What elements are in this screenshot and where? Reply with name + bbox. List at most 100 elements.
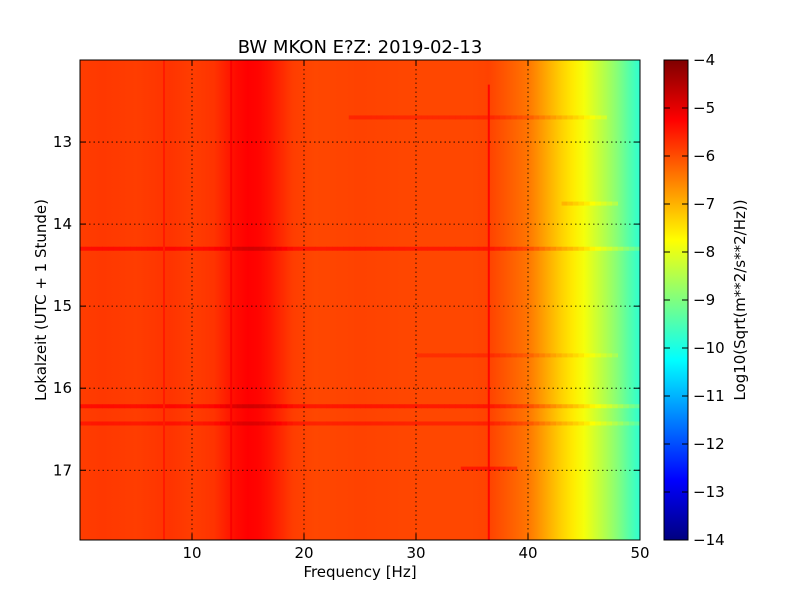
- horizontal-band-segment: [572, 421, 579, 426]
- horizontal-band-segment: [477, 404, 484, 409]
- colorbar-label: Log10(Sqrt(m**2/s**2/Hz)): [731, 199, 749, 400]
- horizontal-band-segment: [382, 404, 389, 409]
- horizontal-band-segment: [85, 421, 92, 426]
- horizontal-band-segment: [455, 404, 462, 409]
- horizontal-band-segment: [80, 421, 86, 426]
- x-axis-label: Frequency [Hz]: [303, 563, 416, 581]
- colorbar-tick-label: −6: [693, 147, 715, 165]
- horizontal-band-segment: [455, 421, 462, 426]
- horizontal-band-segment: [371, 421, 378, 426]
- horizontal-band-segment: [500, 353, 506, 358]
- horizontal-band-segment: [483, 115, 490, 120]
- horizontal-band-segment: [477, 421, 484, 426]
- horizontal-band-segment: [528, 404, 534, 409]
- horizontal-band-segment: [220, 246, 226, 251]
- horizontal-band-segment: [634, 246, 641, 251]
- horizontal-band-segment: [388, 115, 394, 120]
- horizontal-band-segment: [595, 404, 602, 409]
- horizontal-band-segment: [488, 246, 495, 251]
- horizontal-band-segment: [438, 421, 445, 426]
- horizontal-band-segment: [472, 404, 478, 409]
- horizontal-band-segment: [494, 404, 501, 409]
- horizontal-band-segment: [505, 115, 512, 120]
- horizontal-band-segment: [494, 353, 501, 358]
- horizontal-band-segment: [528, 246, 534, 251]
- colorbar-tick-label: −4: [693, 51, 715, 69]
- horizontal-band-segment: [427, 246, 434, 251]
- horizontal-band-segment: [236, 421, 243, 426]
- horizontal-band-segment: [169, 404, 176, 409]
- horizontal-band-segment: [617, 404, 624, 409]
- horizontal-band-segment: [572, 353, 579, 358]
- horizontal-band-segment: [298, 404, 305, 409]
- horizontal-band-segment: [500, 466, 506, 471]
- horizontal-band-segment: [472, 246, 478, 251]
- horizontal-band-segment: [600, 201, 607, 206]
- horizontal-band-segment: [371, 246, 378, 251]
- x-axis-ticks: 10 20 30 40 50: [182, 60, 650, 562]
- spectral-bands: [80, 60, 641, 541]
- horizontal-band-segment: [539, 353, 546, 358]
- horizontal-band-segment: [572, 115, 579, 120]
- horizontal-band-segment: [522, 421, 529, 426]
- horizontal-band-segment: [544, 246, 551, 251]
- horizontal-band-segment: [550, 246, 557, 251]
- horizontal-band-segment: [589, 421, 596, 426]
- horizontal-band-segment: [96, 421, 103, 426]
- horizontal-band-segment: [326, 421, 333, 426]
- horizontal-band-segment: [203, 404, 210, 409]
- horizontal-band-segment: [393, 421, 400, 426]
- horizontal-band-segment: [96, 404, 103, 409]
- horizontal-band-segment: [584, 353, 590, 358]
- horizontal-band-segment: [444, 404, 450, 409]
- horizontal-band-segment: [494, 466, 501, 471]
- horizontal-band-segment: [309, 246, 316, 251]
- horizontal-band-segment: [376, 115, 383, 120]
- horizontal-band-segment: [197, 421, 204, 426]
- horizontal-band-segment: [600, 404, 607, 409]
- horizontal-band-segment: [500, 115, 506, 120]
- horizontal-band-segment: [292, 246, 299, 251]
- horizontal-band-segment: [225, 246, 232, 251]
- horizontal-band-segment: [175, 246, 182, 251]
- horizontal-band-segment: [567, 404, 574, 409]
- horizontal-band-segment: [276, 246, 282, 251]
- horizontal-band-segment: [427, 115, 434, 120]
- horizontal-band-segment: [511, 421, 518, 426]
- vertical-line-feature: [487, 84, 490, 541]
- horizontal-band-segment: [382, 421, 389, 426]
- horizontal-band-segment: [511, 404, 518, 409]
- horizontal-band-segment: [270, 421, 277, 426]
- colorbar-tick-label: −7: [693, 195, 715, 213]
- horizontal-band-segment: [584, 246, 590, 251]
- horizontal-band-segment: [304, 404, 310, 409]
- y-axis-label: Lokalzeit (UTC + 1 Stunde): [32, 199, 50, 401]
- horizontal-band-segment: [556, 404, 562, 409]
- horizontal-band-segment: [192, 404, 198, 409]
- horizontal-band-segment: [488, 115, 495, 120]
- horizontal-band-segment: [231, 421, 238, 426]
- horizontal-band-segment: [158, 421, 165, 426]
- colorbar-tick-label: −8: [693, 243, 715, 261]
- horizontal-band-segment: [197, 246, 204, 251]
- horizontal-band-segment: [164, 421, 170, 426]
- horizontal-band-segment: [522, 246, 529, 251]
- horizontal-band-segment: [578, 353, 585, 358]
- horizontal-band-segment: [544, 404, 551, 409]
- horizontal-band-segment: [550, 115, 557, 120]
- horizontal-band-segment: [561, 421, 568, 426]
- horizontal-band-segment: [108, 421, 114, 426]
- horizontal-band-segment: [320, 404, 327, 409]
- horizontal-band-segment: [432, 404, 439, 409]
- horizontal-band-segment: [606, 353, 613, 358]
- plot-frame: [79, 59, 641, 541]
- horizontal-band-segment: [539, 404, 546, 409]
- horizontal-band-segment: [399, 115, 406, 120]
- horizontal-band-segment: [242, 421, 249, 426]
- horizontal-band-segment: [483, 404, 490, 409]
- horizontal-band-segment: [124, 404, 131, 409]
- y-tick-label: 14: [53, 215, 72, 233]
- horizontal-band-segment: [539, 115, 546, 120]
- horizontal-band-segment: [393, 246, 400, 251]
